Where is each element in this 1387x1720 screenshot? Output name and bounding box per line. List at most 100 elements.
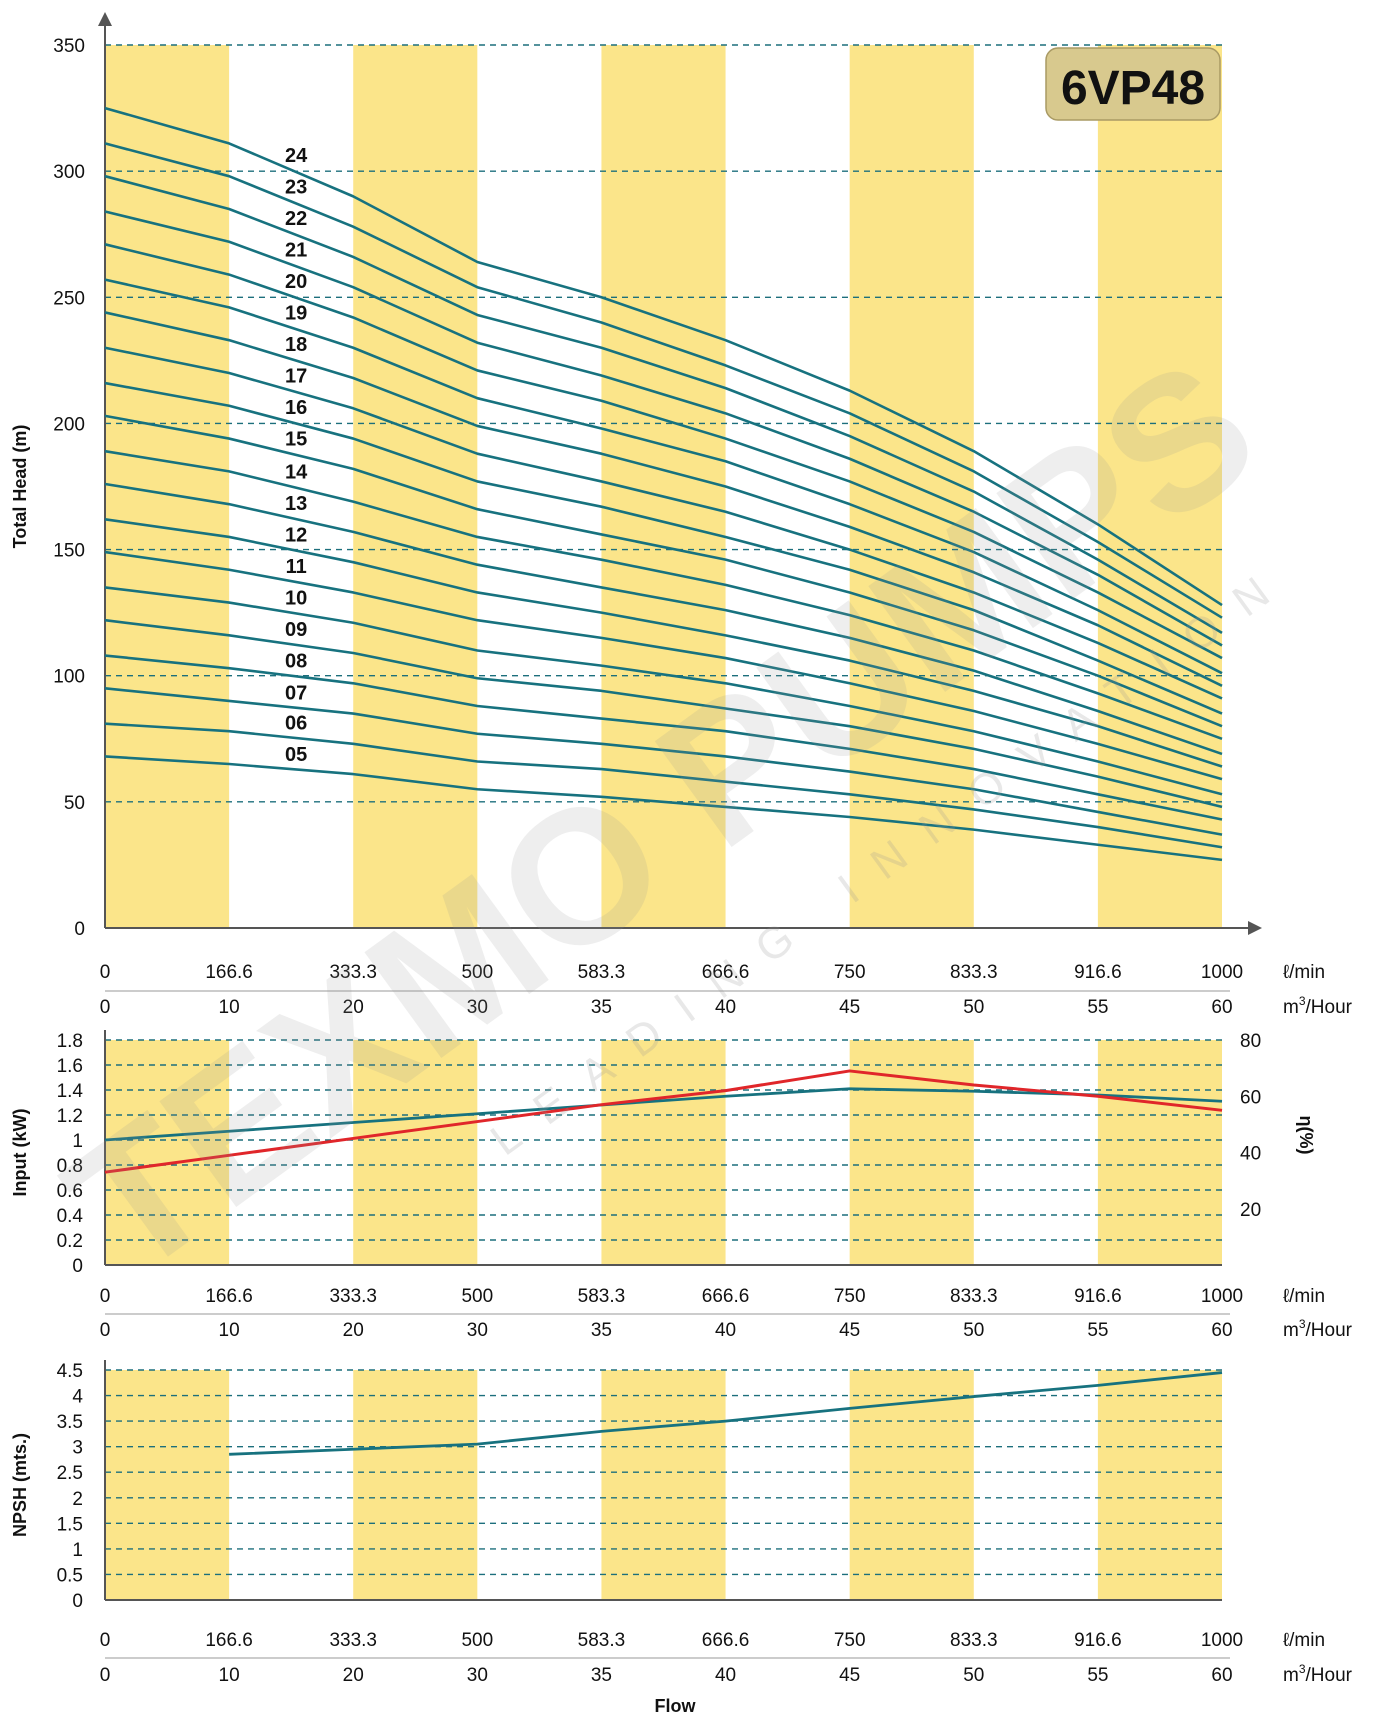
flow-m3h-tick: 50 <box>963 997 984 1018</box>
stage-label-21: 21 <box>285 239 307 261</box>
flow-m3h-tick: 45 <box>839 1320 860 1341</box>
head-curve-16 <box>104 381 1223 715</box>
band-0-2 <box>353 45 478 928</box>
stage-label-11: 11 <box>286 556 307 578</box>
flow-m3h-tick: 10 <box>219 1665 240 1686</box>
flow-lpm-tick: 1000 <box>1201 962 1243 983</box>
flow-m3h-tick: 60 <box>1211 1320 1232 1341</box>
head-curve-09 <box>104 618 1223 809</box>
stage-label-10: 10 <box>285 588 307 610</box>
flow-m3h-tick: 40 <box>715 997 736 1018</box>
flow-lpm-tick: 666.6 <box>702 1630 750 1651</box>
flow-m3h-tick: 30 <box>467 1665 488 1686</box>
flow-lpm-tick: 1000 <box>1201 1630 1243 1651</box>
head-curve-24 <box>104 106 1223 607</box>
flow-m3h-tick: 40 <box>715 1665 736 1686</box>
band-2-6 <box>849 1370 974 1600</box>
band-2-0 <box>105 1370 230 1600</box>
flow-lpm-tick: 750 <box>834 1286 866 1307</box>
stage-label-16: 16 <box>285 397 307 419</box>
band-2-2 <box>353 1370 478 1600</box>
flow-lpm-tick: 916.6 <box>1074 1286 1122 1307</box>
npsh-ytick: 0 <box>72 1591 83 1612</box>
band-1-4 <box>601 1040 726 1265</box>
flow-m3h-tick: 55 <box>1087 1665 1108 1686</box>
flow-lpm-tick: 833.3 <box>950 1630 998 1651</box>
flow-m3h-tick: 30 <box>467 997 488 1018</box>
model-badge: 6VP48 <box>1045 47 1221 121</box>
flow-m3h-tick: 20 <box>343 1320 364 1341</box>
flow-lpm-tick: 500 <box>461 1630 493 1651</box>
head-curve-14 <box>104 449 1223 741</box>
flow-lpm-unit: ℓ/min <box>1283 1286 1325 1307</box>
band-1-2 <box>353 1040 478 1265</box>
input-curve <box>104 1087 1223 1142</box>
npsh-ytick: 2 <box>72 1489 83 1510</box>
model-label: 6VP48 <box>1061 62 1205 115</box>
head-curve-22 <box>104 174 1223 634</box>
flow-m3h-tick: 20 <box>343 1665 364 1686</box>
stage-label-23: 23 <box>285 176 307 198</box>
stage-label-05: 05 <box>285 744 307 766</box>
head-ytick: 300 <box>53 162 85 183</box>
flow-m3h-tick: 30 <box>467 1320 488 1341</box>
head-ytick: 0 <box>74 919 85 940</box>
flow-m3h-tick: 55 <box>1087 1320 1108 1341</box>
stage-label-08: 08 <box>285 651 307 673</box>
stage-label-14: 14 <box>285 462 308 484</box>
head-ytick: 350 <box>53 36 85 57</box>
input-ytick: 1.2 <box>57 1106 83 1127</box>
band-2-4 <box>601 1370 726 1600</box>
efficiency-curve <box>104 1069 1223 1174</box>
npsh-ylabel: NPSH (mts.) <box>10 1433 30 1537</box>
npsh-curve <box>229 1371 1223 1456</box>
flow-lpm-tick: 0 <box>100 1286 111 1307</box>
head-ytick: 250 <box>53 288 85 309</box>
flow-lpm-tick: 0 <box>100 962 111 983</box>
npsh-ytick: 0.5 <box>57 1565 83 1586</box>
flow-lpm-tick: 333.3 <box>329 1630 377 1651</box>
npsh-ytick: 1.5 <box>57 1514 83 1535</box>
flow-lpm-tick: 333.3 <box>329 962 377 983</box>
band-1-0 <box>105 1040 230 1265</box>
stage-label-19: 19 <box>285 303 307 325</box>
input-ytick: 1.8 <box>57 1031 83 1052</box>
stage-label-06: 06 <box>285 713 307 735</box>
eff-ylabel: η(%) <box>1296 1116 1316 1155</box>
head-ylabel: Total Head (m) <box>10 425 30 549</box>
input-ytick: 0.4 <box>57 1206 84 1227</box>
flow-lpm-unit: ℓ/min <box>1283 1630 1325 1651</box>
flow-m3h-unit: m3/Hour <box>1283 994 1353 1018</box>
flow-m3h-tick: 45 <box>839 997 860 1018</box>
head-curve-06 <box>104 722 1223 849</box>
flow-m3h-tick: 35 <box>591 1320 612 1341</box>
flow-lpm-tick: 583.3 <box>578 1630 626 1651</box>
flow-axis-title: Flow <box>655 1696 697 1716</box>
flow-m3h-tick: 10 <box>219 1320 240 1341</box>
stage-label-22: 22 <box>285 208 307 230</box>
flow-m3h-tick: 60 <box>1211 997 1232 1018</box>
flow-lpm-tick: 583.3 <box>578 1286 626 1307</box>
model-badge-box <box>1045 47 1221 121</box>
head-curve-08 <box>104 654 1223 821</box>
flow-m3h-tick: 20 <box>343 997 364 1018</box>
head-curve-23 <box>104 142 1223 619</box>
flow-lpm-tick: 500 <box>461 1286 493 1307</box>
npsh-ytick: 1 <box>72 1540 83 1561</box>
input-ytick: 0.8 <box>57 1156 83 1177</box>
eff-ytick: 20 <box>1240 1200 1261 1221</box>
flow-lpm-tick: 500 <box>461 962 493 983</box>
band-1-8 <box>1097 1040 1222 1265</box>
flow-lpm-tick: 166.6 <box>205 1286 253 1307</box>
input-ytick: 0.2 <box>57 1231 83 1252</box>
npsh-ytick: 3 <box>72 1438 83 1459</box>
stage-label-13: 13 <box>285 493 307 515</box>
flow-lpm-tick: 833.3 <box>950 1286 998 1307</box>
flow-lpm-tick: 166.6 <box>205 962 253 983</box>
eff-ytick: 80 <box>1240 1031 1261 1052</box>
flow-m3h-unit: m3/Hour <box>1283 1662 1353 1686</box>
npsh-ytick: 2.5 <box>57 1463 83 1484</box>
head-curve-13 <box>104 482 1223 756</box>
flow-lpm-unit: ℓ/min <box>1283 962 1325 983</box>
